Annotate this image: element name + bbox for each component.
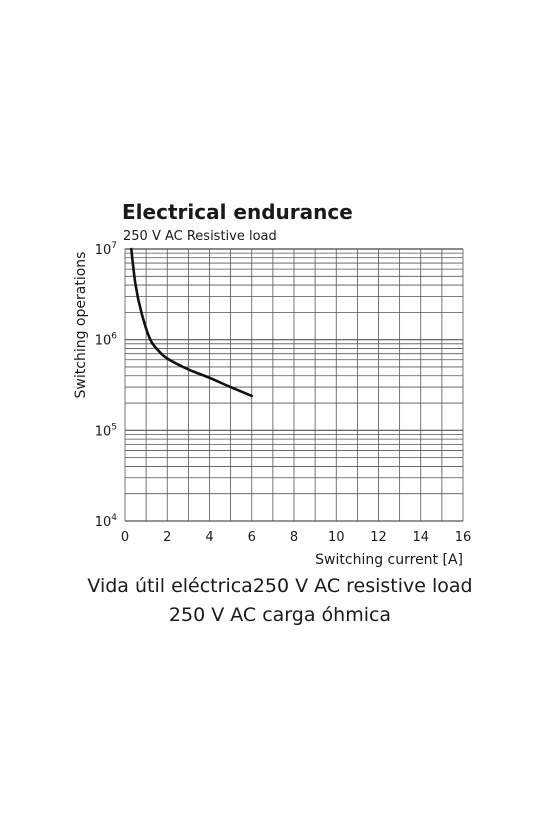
x-tick-label: 2 bbox=[163, 530, 171, 545]
x-tick-label: 10 bbox=[328, 530, 345, 545]
x-axis-ticks: 0 2 4 6 8 10 12 14 16 bbox=[121, 530, 471, 545]
y-tick-exponent: 6 bbox=[111, 332, 117, 342]
y-tick-exponent: 5 bbox=[111, 422, 117, 432]
y-axis-label: Switching operations bbox=[73, 252, 89, 399]
y-tick-base: 10 bbox=[95, 334, 112, 349]
y-tick-label: 106 bbox=[95, 332, 118, 349]
y-tick-base: 10 bbox=[95, 515, 112, 530]
series-line bbox=[130, 247, 254, 398]
x-tick-label: 8 bbox=[290, 530, 298, 545]
chart-subtitle: 250 V AC Resistive load bbox=[123, 229, 277, 244]
x-tick-label: 12 bbox=[370, 530, 387, 545]
x-tick-label: 16 bbox=[455, 530, 472, 545]
chart-grid bbox=[124, 248, 464, 522]
x-axis-label: Switching current [A] bbox=[315, 552, 463, 568]
y-tick-base: 10 bbox=[95, 243, 112, 258]
y-tick-base: 10 bbox=[95, 424, 112, 439]
chart-series bbox=[130, 247, 254, 398]
y-tick-exponent: 4 bbox=[111, 513, 117, 523]
caption-line-2: 250 V AC carga óhmica bbox=[168, 604, 392, 626]
y-tick-label: 107 bbox=[95, 241, 117, 258]
x-tick-label: 4 bbox=[205, 530, 213, 545]
y-tick-label: 104 bbox=[95, 513, 118, 530]
x-tick-label: 14 bbox=[412, 530, 429, 545]
chart-title: Electrical endurance bbox=[122, 200, 353, 224]
x-tick-label: 0 bbox=[121, 530, 129, 545]
caption-line-1: Vida útil eléctrica250 V AC resistive lo… bbox=[87, 575, 473, 597]
x-tick-label: 6 bbox=[248, 530, 256, 545]
y-tick-label: 105 bbox=[95, 422, 117, 439]
y-tick-exponent: 7 bbox=[111, 241, 117, 251]
